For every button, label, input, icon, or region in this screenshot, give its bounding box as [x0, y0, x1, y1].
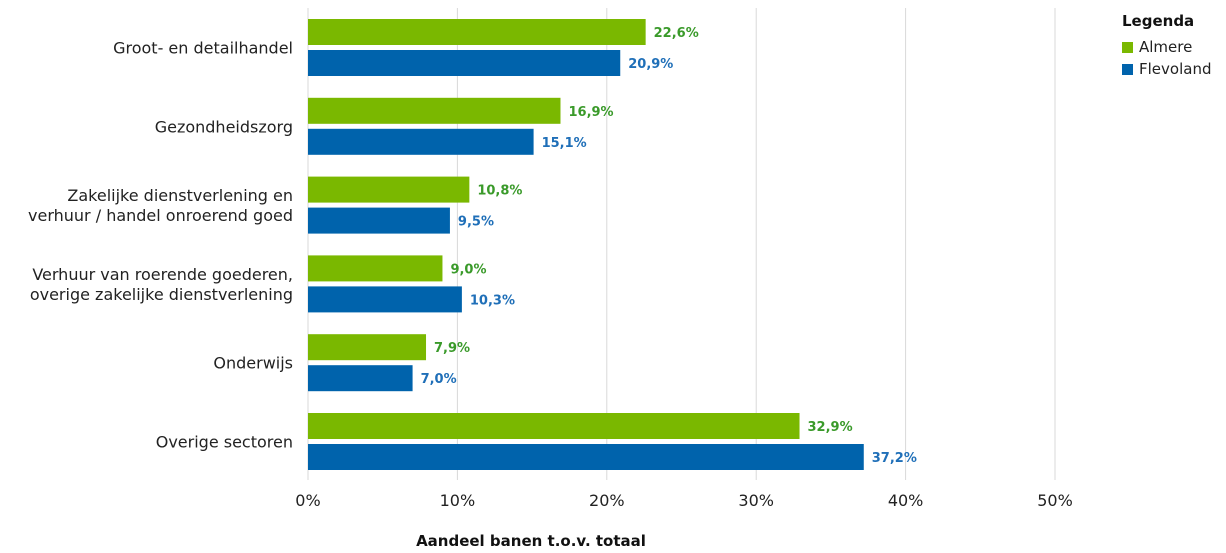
data-label: 9,5%: [458, 215, 494, 230]
category-label: Gezondheidszorg: [155, 117, 293, 136]
bar-almere: [308, 97, 561, 124]
x-tick-label: 30%: [738, 491, 774, 510]
bar-almere: [308, 255, 443, 282]
category-label: Verhuur van roerende goederen, overige za…: [30, 265, 293, 304]
bar-flevoland: [308, 128, 534, 155]
legend-label-almere: Almere: [1139, 38, 1193, 56]
data-label: 15,1%: [542, 136, 587, 151]
x-tick-label: 50%: [1037, 491, 1073, 510]
bar-almere: [308, 334, 427, 361]
category-label: Groot- en detailhandel: [113, 39, 293, 58]
data-label: 32,9%: [808, 420, 853, 435]
bars: 22,6% 20,9% 16,9% 15,1% 10,8% 9,5% 9,0% 10,3% 7,…: [308, 19, 917, 470]
legend-item-flevoland: Flevoland: [1122, 58, 1211, 80]
bar-flevoland: [308, 207, 450, 234]
x-tick-label: 0%: [295, 491, 320, 510]
bar-almere: [308, 176, 470, 203]
data-label: 10,3%: [470, 293, 515, 308]
bar-flevoland: [308, 365, 413, 392]
bar-flevoland: [308, 444, 864, 470]
legend-swatch-flevoland: [1122, 63, 1133, 75]
category-label: Overige sectoren: [156, 433, 293, 452]
data-label: 7,0%: [421, 372, 457, 387]
x-axis-title: Aandeel banen t.o.v. totaal: [416, 532, 646, 550]
bar-flevoland: [308, 286, 462, 313]
bar-flevoland: [308, 50, 621, 76]
x-tick-label: 20%: [589, 491, 625, 510]
gridlines: [307, 8, 1056, 480]
legend-item-almere: Almere: [1122, 36, 1211, 58]
legend-title: Legenda: [1122, 12, 1195, 30]
bar-almere: [308, 413, 800, 439]
legend-swatch-almere: [1122, 41, 1133, 53]
data-label: 7,9%: [434, 341, 470, 356]
data-label: 10,8%: [477, 184, 522, 199]
data-label: 22,6%: [654, 26, 699, 41]
category-label: Zakelijke dienstverlening en verhuur / ha…: [28, 186, 293, 225]
bar-almere: [308, 19, 646, 45]
data-label: 37,2%: [872, 451, 917, 466]
x-tick-labels: 0% 10% 20% 30% 40% 50%: [295, 491, 1072, 510]
category-label: Onderwijs: [213, 354, 293, 373]
x-tick-label: 10%: [440, 491, 476, 510]
data-label: 20,9%: [628, 57, 673, 72]
legend-label-flevoland: Flevoland: [1139, 60, 1212, 78]
legend: Legenda Almere Flevoland: [1122, 12, 1211, 80]
data-label: 9,0%: [450, 262, 486, 277]
category-labels: Groot- en detailhandel Gezondheidszorg Zak…: [28, 39, 293, 452]
data-label: 16,9%: [568, 105, 613, 120]
x-tick-label: 40%: [888, 491, 924, 510]
